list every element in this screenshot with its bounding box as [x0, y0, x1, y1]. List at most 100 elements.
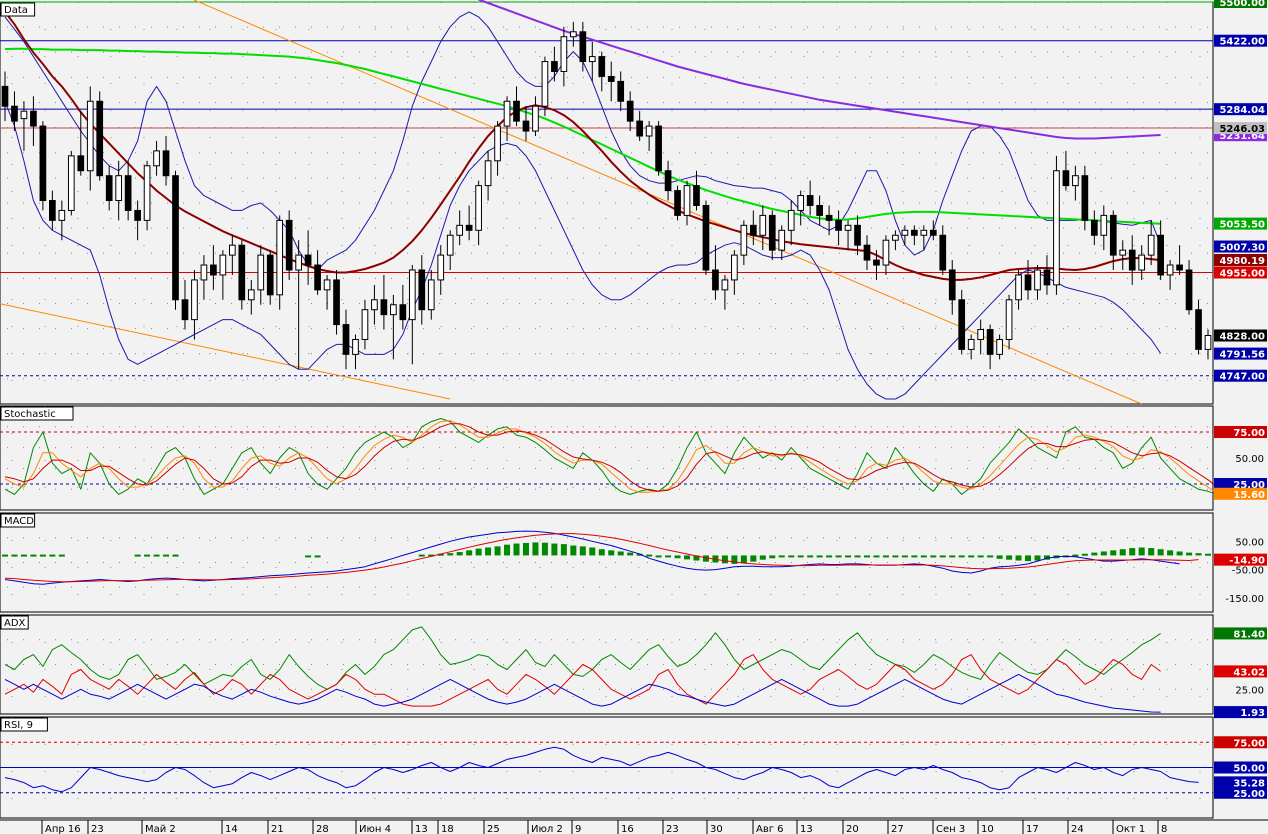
x-tick-label: 16: [621, 824, 634, 834]
sma-long-line: [478, 0, 1161, 140]
candle-body: [465, 224, 473, 231]
macd-histogram-bar: [977, 555, 984, 558]
candle-body: [1109, 214, 1117, 256]
candle-body: [143, 165, 151, 221]
value-tag-box: [1214, 103, 1267, 116]
series-line-stochastic-1: [4, 420, 1218, 495]
x-tick-label: Апр 16: [45, 824, 81, 834]
macd-histogram-bar: [30, 554, 37, 557]
candle-body: [1090, 219, 1098, 236]
candle-body: [560, 36, 568, 72]
panel-title-box: [0, 2, 36, 17]
macd-histogram-bar: [522, 542, 529, 556]
candle-body: [768, 214, 776, 251]
macd-histogram-bar: [835, 555, 842, 558]
x-tick-label: 25: [487, 824, 500, 834]
macd-histogram-bar: [485, 547, 492, 556]
value-tag-label: 5007.30: [1219, 243, 1265, 254]
macd-histogram-bar: [617, 551, 624, 556]
x-tick-label: Июн 4: [359, 824, 391, 834]
macd-histogram-bar: [731, 555, 738, 564]
macd-histogram-bar: [305, 555, 312, 558]
macd-histogram-bar: [1138, 547, 1145, 556]
candle-body: [967, 338, 975, 350]
sma-short-line: [4, 11, 1161, 281]
value-tag-box: [1214, 478, 1267, 490]
value-tag-box: [1214, 369, 1267, 382]
panel-title-price: Data: [4, 5, 28, 16]
candle-body: [105, 175, 113, 202]
macd-histogram-bar: [1034, 555, 1041, 561]
candle-body: [588, 56, 596, 63]
candle-body: [598, 56, 606, 77]
macd-histogram-bar: [560, 544, 567, 556]
macd-histogram-bar: [939, 555, 946, 558]
candle-body: [11, 105, 18, 122]
x-tick-label: 20: [846, 824, 859, 834]
candle-body: [977, 329, 985, 340]
candle-body: [390, 304, 397, 316]
y-tick-label: 50.00: [1235, 454, 1264, 465]
candle-body: [655, 125, 662, 172]
candle-body: [787, 209, 795, 231]
candle-body: [228, 244, 236, 256]
value-tag-label: 15.60: [1233, 490, 1265, 501]
candle-body: [352, 338, 359, 355]
panel-title-adx: ADX: [4, 618, 26, 629]
candle-body: [882, 239, 890, 266]
macd-histogram-bar: [1110, 550, 1117, 556]
candle-body: [958, 299, 966, 350]
macd-histogram-bar: [646, 554, 653, 557]
series-line-macd-1: [4, 533, 1199, 583]
macd-histogram-bar: [788, 555, 795, 558]
macd-histogram-bar: [608, 550, 615, 556]
candle-body: [380, 299, 388, 316]
macd-histogram-bar: [418, 554, 425, 557]
sma-mid-line: [4, 47, 1161, 225]
x-tick-label: 17: [1026, 824, 1039, 834]
macd-histogram-bar: [636, 553, 643, 556]
panel-title-box: [0, 406, 74, 421]
candle-body: [295, 254, 302, 271]
value-tag-box: [1214, 347, 1267, 360]
macd-histogram-bar: [987, 555, 994, 558]
candle-body: [579, 31, 587, 63]
macd-histogram-bar: [1167, 550, 1174, 556]
candle-body: [58, 209, 66, 221]
macd-histogram-bar: [873, 555, 880, 558]
candle-body: [210, 264, 217, 276]
candle-body: [721, 279, 729, 291]
series-line-adx-1: [4, 654, 1161, 707]
y-tick-label: -150.00: [1225, 594, 1264, 605]
macd-histogram-bar: [513, 543, 520, 556]
candle-body: [863, 244, 871, 261]
value-tag-box: [1214, 487, 1267, 500]
candle-body: [456, 224, 464, 236]
value-tag-box: [1214, 736, 1267, 749]
y-tick-label: -50.00: [1232, 566, 1264, 577]
candle-body: [986, 329, 994, 355]
macd-histogram-bar: [39, 554, 46, 557]
x-tick-label: Май 2: [145, 824, 176, 834]
candle-body: [247, 289, 255, 301]
panel-title-stochastic: Stochastic: [4, 409, 56, 420]
macd-histogram-bar: [750, 555, 757, 562]
candle-body: [996, 338, 1003, 355]
value-tag-box: [1214, 122, 1267, 135]
candle-body: [67, 155, 75, 211]
macd-histogram-bar: [892, 555, 899, 558]
macd-histogram-bar: [684, 555, 691, 560]
value-tag-label: 4828.00: [1219, 332, 1265, 343]
macd-histogram-bar: [769, 555, 776, 559]
candle-body: [399, 304, 407, 321]
macd-histogram-bar: [475, 548, 482, 556]
macd-histogram-bar: [437, 553, 444, 556]
value-tag-label: 25.00: [1233, 789, 1265, 800]
macd-histogram-bar: [863, 555, 870, 558]
candle-body: [86, 100, 94, 172]
value-tag-box: [1214, 553, 1267, 566]
candle-body: [134, 209, 141, 221]
value-tag-label: 5500.00: [1219, 0, 1265, 9]
